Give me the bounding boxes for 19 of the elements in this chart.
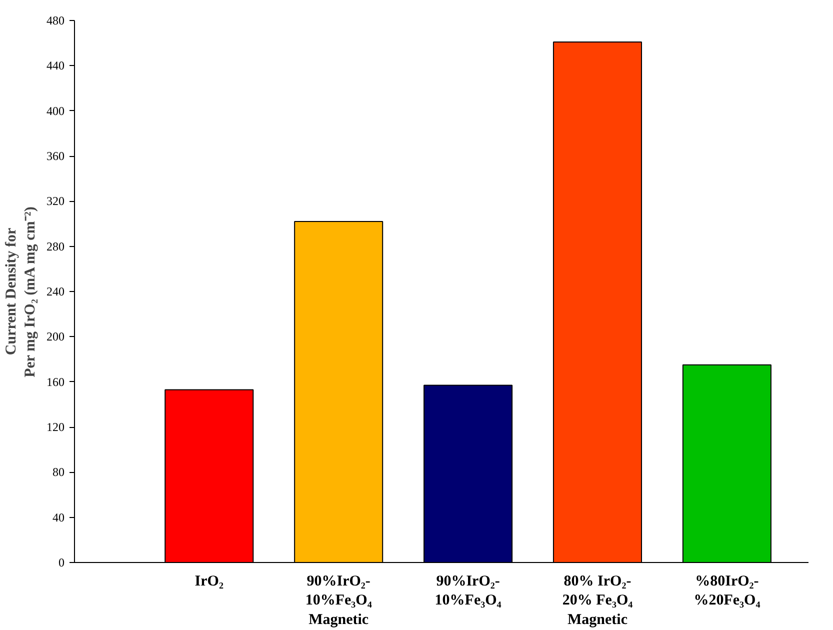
x-tick-label: IrO₂ [194, 574, 224, 590]
y-tick-label: 120 [46, 420, 64, 434]
y-tick-label: 480 [46, 14, 64, 28]
y-tick-label: 160 [46, 374, 64, 389]
y-tick-label: 0 [58, 556, 64, 570]
y-tick-label: 80 [52, 465, 64, 480]
x-tick-label: %80IrO₂- %20Fe₃O₄ [694, 574, 761, 609]
y-tick-label: 240 [46, 284, 64, 298]
y-tick-label: 280 [46, 239, 64, 254]
y-axis-title: Current Density for Per mg IrO₂ (mA mg cm⁻²) [3, 206, 38, 378]
y-tick-label: 400 [46, 104, 64, 118]
x-tick-label: 90%IrO₂- 10%Fe₃O₄ [434, 574, 502, 609]
y-tick-label: 40 [52, 510, 64, 524]
x-tick-label: 80% IrO₂- 20% Fe₃O₄ Magnetic [562, 574, 634, 628]
y-tick-label: 320 [46, 194, 64, 208]
y-tick-label: 360 [46, 149, 64, 163]
x-tick-label: 90%IrO₂- 10%Fe₃O₄ Magnetic [305, 574, 372, 628]
y-tick-label: 440 [46, 58, 64, 73]
y-tick-label: 200 [46, 330, 64, 344]
